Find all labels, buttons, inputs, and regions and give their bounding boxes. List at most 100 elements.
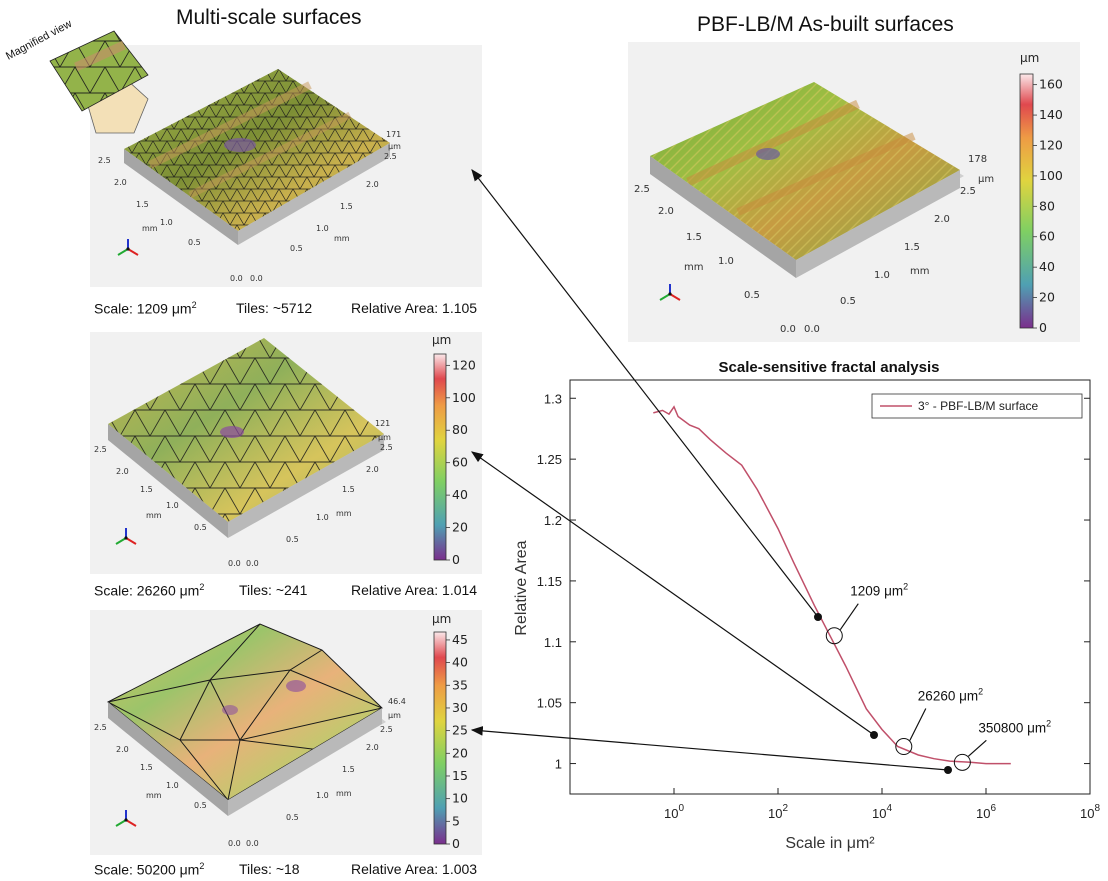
caption-scale-3: Scale: 50200 μm2 (94, 861, 205, 878)
caption-tiles-2: Tiles: ~241 (239, 582, 308, 598)
svg-text:1.5: 1.5 (340, 202, 353, 211)
svg-text:0.5: 0.5 (286, 535, 299, 544)
caption-area-3: Relative Area: 1.003 (351, 861, 478, 877)
svg-text:1.5: 1.5 (140, 763, 153, 772)
heading-multi-scale: Multi-scale surfaces (176, 6, 362, 29)
x-tick-label: 102 (768, 803, 788, 821)
colorbar-tick-label: 60 (1039, 229, 1055, 244)
annotation-circle (953, 753, 971, 771)
svg-text:2.0: 2.0 (114, 178, 127, 187)
svg-text:mm: mm (146, 511, 162, 520)
y-tick-label: 1.3 (544, 391, 562, 406)
svg-text:mm: mm (910, 266, 929, 277)
colorbar-tick-label: 60 (452, 455, 468, 470)
svg-text:0.5: 0.5 (290, 244, 303, 253)
colorbar-tick-label: 20 (1039, 290, 1055, 305)
svg-text:μm: μm (432, 612, 451, 626)
caption-area-2: Relative Area: 1.014 (351, 582, 478, 598)
svg-text:2.0: 2.0 (658, 206, 674, 217)
svg-text:1.5: 1.5 (140, 485, 153, 494)
colorbar-tick-label: 15 (452, 768, 468, 783)
colorbar-tick-label: 120 (452, 357, 476, 372)
svg-text:0.5: 0.5 (286, 813, 299, 822)
svg-text:0.0: 0.0 (228, 839, 241, 848)
svg-text:0.0: 0.0 (804, 324, 820, 335)
colorbar (433, 631, 447, 845)
x-tick-label: 108 (1080, 803, 1100, 821)
colorbar-ticks: 0 5 10 15 20 25 30 35 40 45 (446, 632, 468, 851)
colorbar-tick-label: 20 (452, 745, 468, 760)
colorbar-tick-label: 25 (452, 723, 468, 738)
svg-text:mm: mm (336, 789, 352, 798)
colorbar-tick-label: 40 (452, 655, 468, 670)
svg-text:1.0: 1.0 (718, 256, 734, 267)
y-tick-label: 1.15 (537, 574, 562, 589)
svg-text:0.0: 0.0 (228, 559, 241, 568)
svg-text:0.0: 0.0 (250, 274, 263, 283)
annotation-label: 26260 μm2 (918, 687, 983, 704)
svg-text:0.5: 0.5 (840, 296, 856, 307)
svg-text:2.0: 2.0 (366, 180, 379, 189)
x-axis-ticks: 100 102 104 106 108 (664, 788, 1100, 821)
svg-text:1.5: 1.5 (136, 200, 149, 209)
svg-text:2.5: 2.5 (384, 152, 397, 161)
svg-text:0.0: 0.0 (780, 324, 796, 335)
svg-text:μm: μm (388, 142, 401, 151)
y-tick-label: 1.1 (544, 635, 562, 650)
svg-text:2.5: 2.5 (380, 443, 393, 452)
colorbar-tick-label: 40 (452, 487, 468, 502)
svg-text:mm: mm (142, 224, 158, 233)
svg-text:0.5: 0.5 (194, 523, 207, 532)
svg-text:2.5: 2.5 (94, 723, 107, 732)
colorbar-tick-label: 140 (1039, 107, 1063, 122)
svg-text:0.5: 0.5 (188, 238, 201, 247)
svg-text:2.5: 2.5 (98, 156, 111, 165)
colorbar-tick-label: 80 (452, 422, 468, 437)
svg-text:2.0: 2.0 (934, 214, 950, 225)
colorbar-tick-label: 100 (1039, 168, 1063, 183)
colorbar-tick-label: 10 (452, 791, 468, 806)
annotation-label: 350800 μm2 (978, 718, 1051, 735)
colorbar-ticks: 0 20 40 60 80 100 120 (446, 357, 476, 567)
colorbar (1019, 73, 1034, 329)
colorbar (433, 353, 447, 561)
svg-text:1.0: 1.0 (874, 270, 890, 281)
colorbar-tick-label: 30 (452, 700, 468, 715)
colorbar-tick-label: 5 (452, 813, 460, 828)
caption-tiles-3: Tiles: ~18 (239, 861, 300, 877)
colorbar-ticks: 0 20 40 60 80 100 120 140 160 (1033, 77, 1063, 335)
colorbar-tick-label: 0 (452, 552, 460, 567)
svg-text:2.5: 2.5 (94, 445, 107, 454)
x-tick-label: 104 (872, 803, 892, 821)
svg-text:121: 121 (375, 419, 390, 428)
colorbar-tick-label: 20 (452, 520, 468, 535)
y-tick-label: 1.25 (537, 452, 562, 467)
y-tick-label: 1.05 (537, 696, 562, 711)
x-axis-label: Scale in μm² (785, 835, 875, 852)
surface-panel-1: 171 μm 2.5 2.0 1.5 1.0 0.5 0.0 0.0 0.5 1… (90, 45, 482, 287)
svg-text:178: 178 (968, 154, 987, 165)
svg-text:0.0: 0.0 (246, 839, 259, 848)
orientation-axes-icon (659, 284, 681, 301)
svg-text:mm: mm (334, 234, 350, 243)
svg-text:1.0: 1.0 (316, 513, 329, 522)
svg-text:1.0: 1.0 (316, 224, 329, 233)
svg-text:1.0: 1.0 (316, 791, 329, 800)
colorbar-tick-label: 40 (1039, 259, 1055, 274)
legend-label: 3° - PBF-LB/M surface (918, 399, 1038, 413)
legend: 3° - PBF-LB/M surface (871, 393, 1083, 419)
svg-text:2.5: 2.5 (634, 184, 650, 195)
svg-text:mm: mm (336, 509, 352, 518)
svg-text:2.0: 2.0 (116, 467, 129, 476)
svg-text:1.0: 1.0 (160, 218, 173, 227)
colorbar-tick-label: 80 (1039, 198, 1055, 213)
colorbar-tick-label: 45 (452, 632, 468, 647)
colorbar-tick-label: 160 (1039, 77, 1063, 92)
svg-text:0.0: 0.0 (246, 559, 259, 568)
svg-text:0.5: 0.5 (744, 290, 760, 301)
colorbar-tick-label: 0 (452, 836, 460, 851)
surface-panel-4: 178 μm 2.5 2.0 1.5 1.0 0.5 0.0 0.0 0.5 1… (628, 42, 1080, 342)
annotation-label: 1209 μm2 (850, 582, 908, 599)
caption-tiles-1: Tiles: ~5712 (236, 300, 313, 316)
svg-text:mm: mm (146, 791, 162, 800)
